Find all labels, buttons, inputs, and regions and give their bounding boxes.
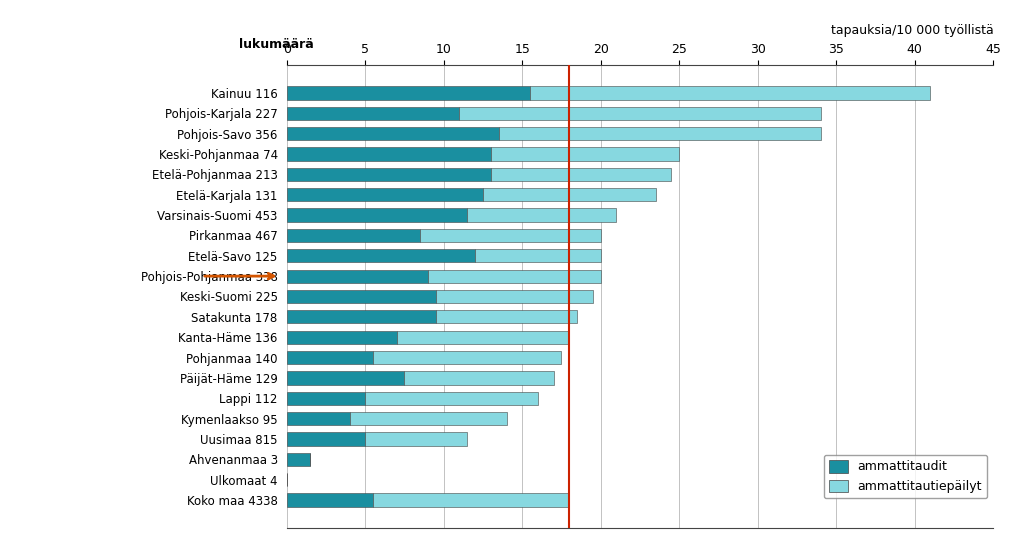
Bar	[349, 412, 507, 425]
Bar	[436, 310, 578, 324]
Bar	[287, 432, 366, 446]
Bar	[287, 229, 420, 242]
Bar	[287, 310, 436, 324]
Bar	[287, 453, 310, 466]
Bar	[287, 351, 373, 364]
Bar	[287, 269, 428, 283]
Text: lukumäärä: lukumäärä	[240, 38, 313, 51]
Bar	[366, 432, 467, 446]
Bar	[287, 208, 467, 221]
Bar	[467, 208, 616, 221]
Legend: ammattitaudit, ammattitautiepäilyt: ammattitaudit, ammattitautiepäilyt	[823, 455, 987, 498]
Bar	[287, 147, 490, 160]
Bar	[530, 86, 931, 100]
Bar	[287, 290, 436, 303]
Bar	[460, 107, 820, 120]
Bar	[287, 107, 460, 120]
Bar	[287, 249, 475, 262]
Bar	[287, 188, 483, 201]
Bar	[287, 86, 530, 100]
Bar	[404, 372, 554, 385]
Bar	[287, 392, 366, 405]
Text: tapauksia/10 000 työllistä: tapauksia/10 000 työllistä	[830, 24, 993, 37]
Bar	[420, 229, 601, 242]
Bar	[287, 331, 396, 344]
Bar	[475, 249, 601, 262]
Bar	[436, 290, 593, 303]
Bar	[373, 351, 561, 364]
Bar	[373, 493, 569, 506]
Bar	[287, 493, 373, 506]
Bar	[428, 269, 601, 283]
Bar	[490, 147, 679, 160]
Bar	[366, 392, 538, 405]
Bar	[396, 331, 569, 344]
Bar	[287, 168, 490, 181]
Bar	[483, 188, 655, 201]
Bar	[490, 168, 672, 181]
Bar	[287, 127, 499, 140]
Bar	[287, 372, 404, 385]
Bar	[287, 412, 349, 425]
Bar	[499, 127, 820, 140]
